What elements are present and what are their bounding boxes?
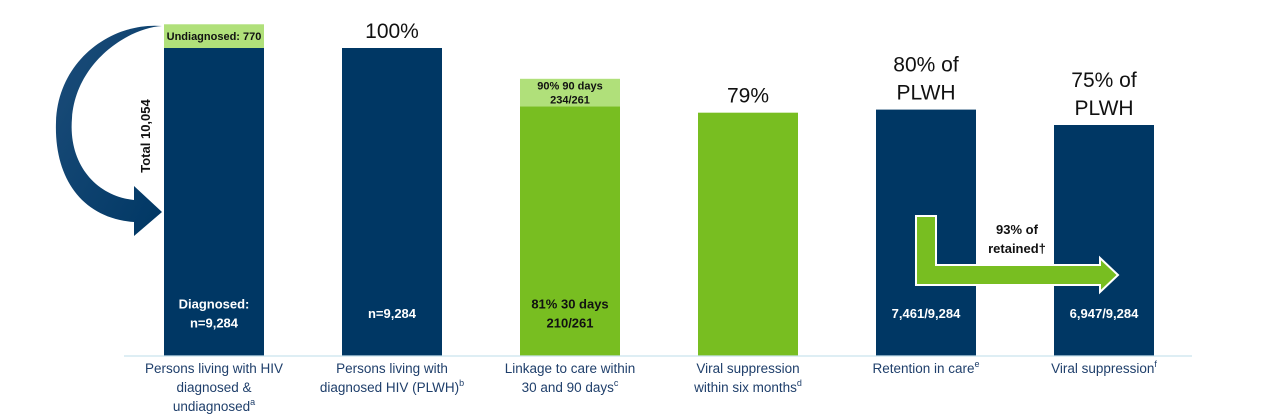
inside-label-1-line: n=9,284: [190, 316, 239, 331]
inside-label-3-line: 210/261: [547, 316, 594, 331]
retained-arrow-label: 93% of retained†: [988, 222, 1046, 256]
top-label-2-line: 100%: [365, 20, 419, 43]
top-label-6: 75% of PLWH: [1071, 69, 1137, 120]
inside-label-2-line: n=9,284: [368, 306, 417, 321]
category-label-3: Linkage to care within 30 and 90 daysc: [505, 361, 636, 395]
category-label-line: Linkage to care within: [505, 361, 636, 376]
inside-label-5-line: 7,461/9,284: [892, 306, 961, 321]
top-label-5-line: 80% of: [893, 54, 959, 77]
category-label-line: diagnosed &: [176, 380, 251, 395]
bar-3-stack: [520, 78, 620, 107]
inside-label-3-line: 81% 30 days: [531, 297, 608, 312]
category-label-line: diagnosed HIV (PLWH): [320, 380, 459, 395]
bar-6: [1054, 125, 1154, 356]
category-label-2: Persons living with diagnosed HIV (PLWH)b: [320, 361, 464, 395]
bar-4: [698, 112, 798, 357]
retained-arrow-label-line: 93% of: [996, 222, 1039, 237]
retained-elbow-arrow: [915, 215, 1120, 295]
category-label-4: Viral suppression within six monthsd: [693, 361, 802, 395]
category-label-6: Viral suppressionf: [1051, 359, 1157, 376]
category-label-line: Persons living with: [336, 361, 448, 376]
bar-2: [342, 48, 442, 356]
bar-1-stack: [164, 24, 264, 48]
category-label-line: Viral suppression: [696, 361, 799, 376]
stack-label-1: Undiagnosed: 770: [167, 31, 262, 43]
top-label-5: 80% of PLWH: [893, 54, 959, 105]
category-label-line: Retention in care: [872, 361, 974, 376]
bar-3: [520, 106, 620, 357]
stack-label-3: 90% 90 days 234/261: [537, 81, 602, 107]
footnote-marker: d: [797, 378, 802, 388]
inside-label-1: Diagnosed: n=9,284: [179, 297, 250, 331]
category-label-5: Retention in caree: [872, 359, 979, 376]
top-label-6-line: PLWH: [1074, 97, 1133, 120]
bar-1: [164, 48, 264, 356]
category-label-line: 30 and 90 days: [522, 380, 615, 395]
inside-label-6-line: 6,947/9,284: [1070, 306, 1139, 321]
footnote-marker: f: [1154, 359, 1157, 369]
retained-arrow-label-line: retained†: [988, 241, 1046, 256]
stack-label-1-line: Undiagnosed: 770: [167, 31, 262, 43]
total-curved-arrow: [55, 25, 162, 236]
footnote-marker: e: [975, 359, 980, 369]
category-label-line: Viral suppression: [1051, 361, 1154, 376]
top-label-4: 79%: [727, 85, 769, 108]
category-label-1: Persons living with HIV diagnosed & undiag…: [145, 361, 283, 414]
category-label-line: within six months: [693, 380, 797, 395]
stack-label-3-line: 234/261: [550, 95, 590, 107]
inside-label-1-line: Diagnosed:: [179, 297, 250, 312]
category-label-line: Persons living with HIV: [145, 361, 283, 376]
top-label-6-line: 75% of: [1071, 69, 1137, 92]
footnote-marker: b: [459, 378, 464, 388]
inside-label-3: 81% 30 days 210/261: [531, 297, 608, 331]
inside-label-2: n=9,284: [368, 306, 417, 321]
total-label: Total 10,054: [138, 99, 153, 173]
top-label-4-line: 79%: [727, 85, 769, 108]
footnote-marker: a: [250, 397, 255, 407]
inside-label-6: 6,947/9,284: [1070, 306, 1139, 321]
inside-label-5: 7,461/9,284: [892, 306, 961, 321]
top-label-5-line: PLWH: [896, 82, 955, 105]
category-label-line: undiagnosed: [173, 399, 250, 414]
top-label-2: 100%: [365, 20, 419, 43]
footnote-marker: c: [614, 378, 619, 388]
stack-label-3-line: 90% 90 days: [537, 81, 602, 93]
